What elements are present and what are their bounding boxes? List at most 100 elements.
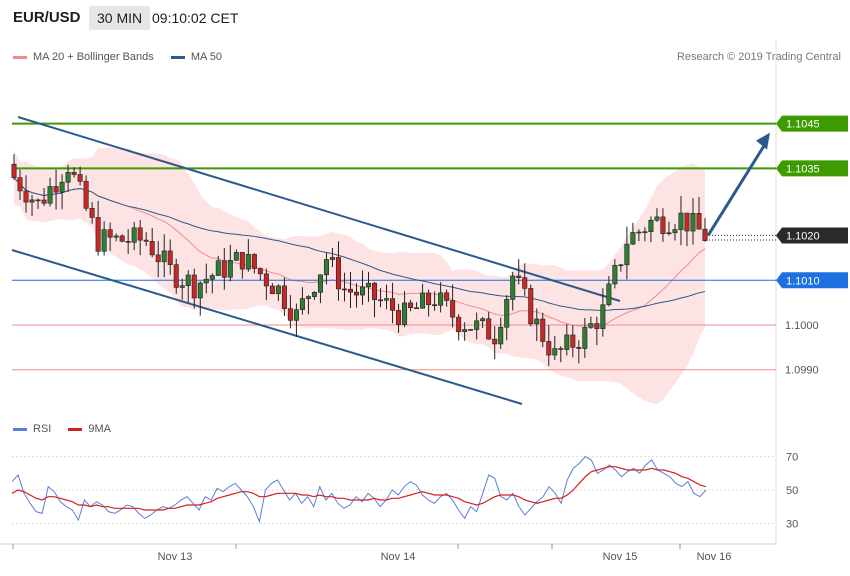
legend-item-bollinger: MA 20 + Bollinger Bands xyxy=(13,51,154,63)
candle-body xyxy=(251,253,257,269)
candle-body xyxy=(107,229,113,238)
candle-body xyxy=(660,216,666,235)
candle-body xyxy=(396,310,402,325)
forecast-arrow-line xyxy=(706,141,768,237)
candle-body xyxy=(347,288,353,293)
rsi-tick-label: 30 xyxy=(786,518,798,530)
candle-body xyxy=(263,273,269,287)
candle-body xyxy=(390,298,396,311)
legend-item-9ma: 9MA xyxy=(68,423,111,435)
candle-body xyxy=(35,199,41,202)
candle-body xyxy=(155,254,161,263)
instrument-title: EUR/USD xyxy=(13,9,81,26)
candle-body xyxy=(672,229,678,234)
candle-body xyxy=(197,282,203,299)
candle-body xyxy=(510,275,516,300)
candle-body xyxy=(558,348,564,350)
candle-body xyxy=(41,199,47,204)
candle-body xyxy=(353,291,359,296)
candle-body xyxy=(414,307,420,310)
candle-body xyxy=(335,257,341,290)
candle-body xyxy=(209,275,215,280)
candle-body xyxy=(504,299,510,328)
timeframe-selector[interactable]: 30 MIN xyxy=(89,6,151,30)
candle-body xyxy=(29,199,35,203)
channel-lower-line xyxy=(11,249,523,405)
x-tick-label: Nov 14 xyxy=(381,551,416,563)
rsi-line xyxy=(11,456,707,524)
candle-body xyxy=(179,285,185,288)
candle-body xyxy=(245,253,251,270)
candle-body xyxy=(528,288,534,325)
candle-body xyxy=(600,304,606,329)
candle-body xyxy=(161,250,167,263)
candle-body xyxy=(642,231,648,234)
candle-body xyxy=(540,318,546,342)
candle-body xyxy=(690,212,696,232)
candle-body xyxy=(215,260,221,276)
candle-body xyxy=(564,334,570,350)
candle-body xyxy=(323,259,329,276)
candle-body xyxy=(83,181,89,209)
candle-body xyxy=(71,171,77,175)
price-tag-1-1020 xyxy=(776,227,848,244)
candle-body xyxy=(366,282,372,288)
candle-body xyxy=(131,227,137,243)
candle-body xyxy=(77,174,83,182)
channel-upper-line xyxy=(17,116,621,302)
candle-body xyxy=(468,329,474,331)
rsi-9ma-line xyxy=(11,466,707,511)
bollinger-band-area xyxy=(14,147,705,404)
candle-body xyxy=(23,190,29,203)
candle-body xyxy=(450,300,456,318)
candle-body xyxy=(462,329,468,332)
candle-body xyxy=(11,163,17,178)
candle-body xyxy=(239,252,245,270)
price-tag-label: 1.1035 xyxy=(786,163,820,175)
candle-body xyxy=(137,227,143,241)
candle-body xyxy=(53,186,59,193)
main-legend: MA 20 + Bollinger Bands MA 50 xyxy=(13,51,236,63)
candle-body xyxy=(269,285,275,295)
candle-body xyxy=(311,292,317,297)
candle-body xyxy=(648,219,654,233)
candle-body xyxy=(594,323,600,329)
candle-body xyxy=(516,275,522,279)
candle-body xyxy=(486,318,492,340)
ma50-line xyxy=(13,177,706,311)
candle-body xyxy=(185,274,191,286)
candle-body xyxy=(360,286,366,296)
candle-body xyxy=(636,231,642,234)
x-tick-label: Nov 15 xyxy=(603,551,638,563)
legend-item-rsi: RSI xyxy=(13,423,51,435)
candle-body xyxy=(426,292,432,306)
legend-item-ma50: MA 50 xyxy=(170,51,222,63)
candle-body xyxy=(221,260,227,278)
candle-body xyxy=(624,243,630,266)
candle-body xyxy=(95,217,101,252)
candle-body xyxy=(329,257,335,260)
candle-body xyxy=(696,212,702,230)
candle-body xyxy=(341,288,347,291)
candle-body xyxy=(432,304,438,307)
candle-body xyxy=(534,318,540,325)
candle-body xyxy=(173,264,179,288)
candle-body xyxy=(372,282,378,301)
candle-body xyxy=(654,216,660,221)
candle-body xyxy=(618,264,624,267)
candle-body xyxy=(582,327,588,349)
candle-body xyxy=(438,292,444,306)
candle-body xyxy=(666,232,672,235)
y-tick-label: 1.1000 xyxy=(785,320,819,332)
candle-body xyxy=(89,208,95,218)
candle-body xyxy=(203,278,209,284)
candle-body xyxy=(113,235,119,238)
candle-body xyxy=(546,341,552,356)
candle-body xyxy=(612,265,618,285)
candle-body xyxy=(492,338,498,345)
candle-body xyxy=(384,298,390,301)
candle-body xyxy=(167,250,173,265)
candle-body xyxy=(143,239,149,242)
candle-body xyxy=(456,316,462,332)
